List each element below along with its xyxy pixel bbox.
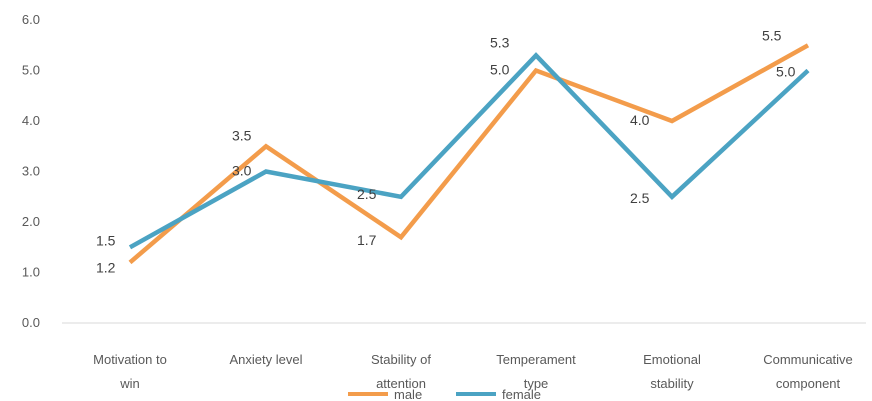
series-lines (128, 43, 810, 265)
x-tick-label-line: attention (376, 376, 426, 391)
x-tick-label: Emotional stability (643, 352, 701, 391)
x-tick-label: Temperament type (496, 352, 576, 391)
x-tick-label-line: Communicative (763, 352, 853, 367)
data-labels: 1.2 3.5 1.7 5.0 4.0 5.5 1.5 3.0 2.5 5.3 2.5 5.0 (96, 27, 796, 275)
x-tick-label-line: Emotional (643, 352, 701, 367)
x-tick-label-line: component (776, 376, 841, 391)
data-label-male: 5.0 (490, 62, 510, 78)
x-tick-label: Anxiety level (230, 352, 303, 367)
data-label-male: 4.0 (630, 112, 650, 128)
data-label-female: 5.0 (776, 64, 796, 80)
x-tick-label-line: Stability of (371, 352, 431, 367)
x-tick-label-line: Anxiety level (230, 352, 303, 367)
data-label-female: 2.5 (630, 190, 650, 206)
x-tick-label-line: Motivation to (93, 352, 167, 367)
legend-label-male: male (394, 387, 422, 401)
series-line-male (128, 43, 810, 265)
x-tick-label-line: Temperament (496, 352, 576, 367)
x-tick-label-line: stability (650, 376, 694, 391)
data-label-female: 1.5 (96, 232, 116, 248)
y-tick-label: 2.0 (22, 214, 40, 229)
data-label-male: 1.2 (96, 259, 116, 275)
data-label-male: 5.5 (762, 27, 782, 43)
data-label-male: 3.5 (232, 127, 252, 143)
y-tick-label: 4.0 (22, 113, 40, 128)
legend: male female (348, 387, 541, 401)
x-axis: Motivation to win Anxiety level Stability o… (93, 352, 853, 391)
y-tick-label: 3.0 (22, 164, 40, 179)
y-tick-label: 0.0 (22, 315, 40, 330)
legend-label-female: female (502, 387, 541, 401)
y-tick-label: 5.0 (22, 63, 40, 78)
data-label-female: 5.3 (490, 34, 510, 50)
data-label-female: 3.0 (232, 163, 252, 179)
x-tick-label-line: type (524, 376, 549, 391)
series-line-female (128, 52, 810, 250)
y-tick-label: 6.0 (22, 12, 40, 27)
y-tick-label: 1.0 (22, 265, 40, 280)
x-tick-label: Communicative component (763, 352, 853, 391)
x-tick-label: Stability of attention (371, 352, 431, 391)
x-tick-label-line: win (119, 376, 140, 391)
y-axis: 0.0 1.0 2.0 3.0 4.0 5.0 6.0 (22, 12, 40, 330)
data-label-male: 1.7 (357, 232, 377, 248)
data-label-female: 2.5 (357, 186, 377, 202)
x-tick-label: Motivation to win (93, 352, 167, 391)
